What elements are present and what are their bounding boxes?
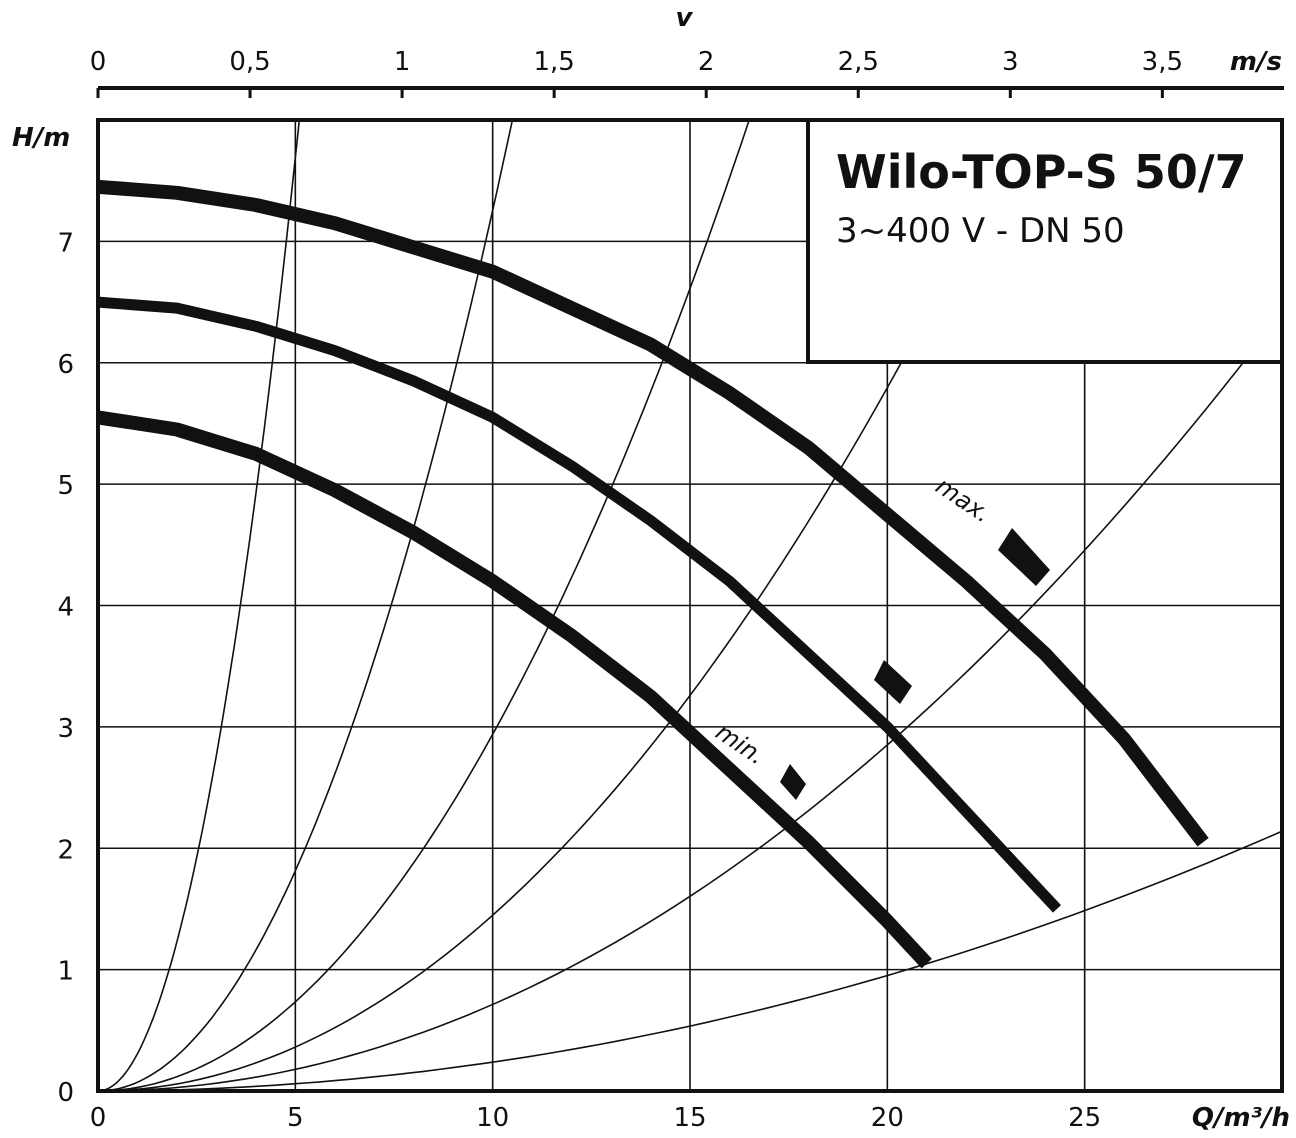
marker-mid [874, 660, 912, 704]
y-tick-label-5: 5 [57, 471, 74, 501]
system-curve-4 [98, 311, 1282, 1091]
pump-curve-min [98, 410, 932, 969]
marker-min [780, 764, 806, 800]
x-axis-label: Q/m³/h [1192, 1103, 1290, 1133]
velocity-tick-label-6: 3 [1002, 47, 1019, 77]
system-curve-0 [98, 120, 301, 1091]
velocity-tick-label-4: 2 [698, 47, 715, 77]
x-axis-ticks: 0 5 10 15 20 25 [90, 1103, 1101, 1133]
y-tick-label-2: 2 [57, 835, 74, 865]
chart-title: Wilo-TOP-S 50/7 [836, 145, 1247, 199]
curve-gap-0 [754, 374, 766, 386]
velocity-axis: v 0 0,5 1 1,5 2 2,5 3 3,5 m/s [90, 3, 1284, 98]
y-tick-label-1: 1 [57, 957, 74, 987]
curve-label-max: max. [931, 472, 996, 529]
velocity-unit-label: m/s [1230, 47, 1282, 77]
velocity-tick-label-2: 1 [394, 47, 411, 77]
pump-curves [98, 179, 1209, 969]
system-curve-5 [98, 830, 1282, 1091]
velocity-ticks: 0 0,5 1 1,5 2 2,5 3 3,5 [90, 47, 1183, 98]
plot-area [96, 118, 1284, 1093]
y-axis-ticks: 0 1 2 3 4 5 6 7 [57, 228, 74, 1108]
chart-subtitle: 3~400 V - DN 50 [836, 211, 1125, 251]
system-curves [98, 120, 1282, 1091]
x-tick-label-5: 25 [1068, 1103, 1101, 1133]
pump-curve-max [98, 179, 1209, 847]
system-curve-3 [98, 120, 1027, 1091]
y-tick-label-4: 4 [57, 593, 74, 623]
x-tick-label-3: 15 [673, 1103, 706, 1133]
plot-frame [96, 118, 1284, 1093]
gridlines [98, 120, 1282, 1091]
y-tick-label-7: 7 [57, 228, 74, 258]
x-tick-label-4: 20 [871, 1103, 904, 1133]
velocity-axis-label: v [676, 3, 694, 33]
system-curve-2 [98, 120, 750, 1091]
system-curve-1 [98, 120, 514, 1091]
velocity-tick-label-1: 0,5 [229, 47, 270, 77]
velocity-tick-label-0: 0 [90, 47, 107, 77]
curve-gap-1 [794, 398, 806, 410]
velocity-tick-label-5: 2,5 [838, 47, 879, 77]
x-tick-label-1: 5 [287, 1103, 304, 1133]
y-tick-label-0: 0 [57, 1078, 74, 1108]
title-box-frame [806, 118, 1284, 364]
x-tick-label-0: 0 [90, 1103, 107, 1133]
velocity-tick-label-7: 3,5 [1142, 47, 1183, 77]
x-tick-label-2: 10 [476, 1103, 509, 1133]
velocity-tick-label-3: 1,5 [533, 47, 574, 77]
y-tick-label-6: 6 [57, 350, 74, 380]
pump-curve-mid [98, 296, 1062, 913]
y-tick-label-3: 3 [57, 714, 74, 744]
marker-max [998, 528, 1050, 586]
y-axis-label: H/m [12, 123, 70, 153]
title-box: Wilo-TOP-S 50/7 3~400 V - DN 50 [806, 118, 1284, 364]
